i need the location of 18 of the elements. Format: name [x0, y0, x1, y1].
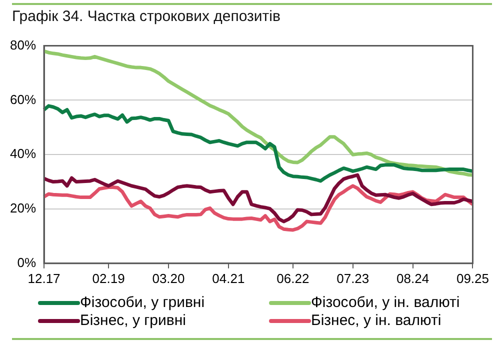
- x-tick-label: 08.24: [396, 270, 430, 286]
- y-tick-label: 20%: [10, 200, 36, 216]
- legend-label: Бізнес, у ін. валюті: [311, 312, 442, 330]
- chart-title: Графік 34. Частка строкових депозитів: [12, 8, 280, 25]
- x-tick-label: 02.19: [92, 270, 125, 286]
- x-tick-label: 03.20: [152, 270, 185, 286]
- y-tick-label: 80%: [10, 37, 36, 52]
- legend-label: Бізнес, у гривні: [80, 312, 186, 330]
- x-tick-label: 06.22: [276, 270, 310, 286]
- y-tick-label: 0%: [17, 254, 36, 270]
- x-tick-label: 07.23: [336, 270, 370, 286]
- x-tick-label: 12.17: [28, 270, 60, 286]
- x-tick-label: 09.25: [456, 270, 490, 286]
- y-tick-label: 60%: [10, 92, 36, 107]
- legend-label: Фізособи, у ін. валюті: [311, 294, 460, 312]
- legend-label: Фізособи, у гривні: [80, 294, 205, 312]
- y-tick-label: 40%: [10, 146, 36, 162]
- x-tick-label: 04.21: [212, 270, 245, 286]
